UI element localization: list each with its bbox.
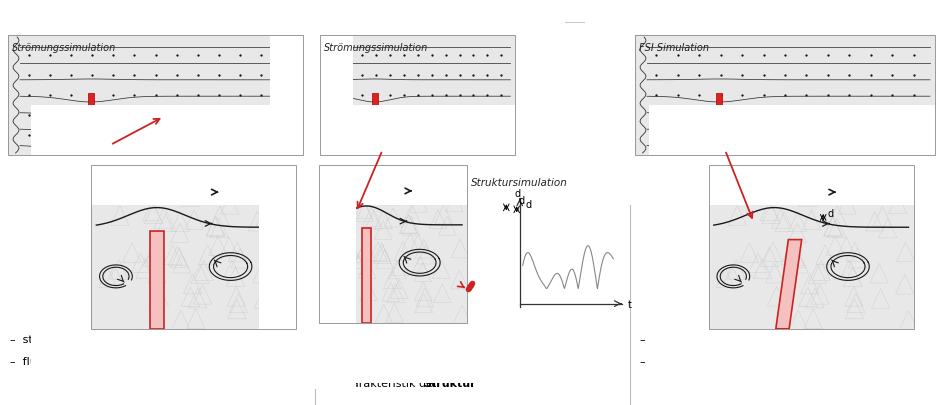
Bar bbox=[92, 165, 295, 329]
Bar bbox=[31, 329, 356, 389]
Text: H: H bbox=[341, 330, 349, 339]
Bar bbox=[320, 35, 514, 155]
Text: t: t bbox=[628, 300, 632, 309]
Bar bbox=[8, 35, 303, 155]
Bar bbox=[92, 165, 295, 329]
Bar bbox=[303, 0, 353, 205]
Bar bbox=[320, 35, 514, 155]
Text: reine Strömungssimulation: reine Strömungssimulation bbox=[64, 5, 251, 19]
Bar bbox=[320, 35, 514, 155]
Text: –  Berücksichtigung der transienten: – Berücksichtigung der transienten bbox=[639, 357, 838, 367]
Polygon shape bbox=[775, 240, 801, 329]
Bar bbox=[320, 35, 514, 155]
Bar bbox=[466, 105, 527, 382]
Bar bbox=[634, 35, 934, 155]
Text: unidirektionale Kopplung: unidirektionale Kopplung bbox=[385, 5, 559, 19]
Text: FSI Simulation: FSI Simulation bbox=[638, 43, 708, 53]
Bar bbox=[471, 192, 510, 308]
Bar bbox=[716, 93, 721, 155]
Bar bbox=[0, 0, 8, 205]
Text: Charakteristik der: Charakteristik der bbox=[337, 379, 441, 389]
Bar bbox=[584, 0, 634, 205]
Bar bbox=[634, 35, 934, 155]
Bar bbox=[634, 35, 934, 155]
Bar bbox=[295, 105, 356, 389]
Bar bbox=[319, 165, 466, 322]
Text: bidirektionale Kopplung: bidirektionale Kopplung bbox=[704, 5, 868, 19]
Text: Struktur: Struktur bbox=[423, 379, 476, 389]
Bar bbox=[150, 230, 163, 329]
Bar bbox=[362, 228, 371, 322]
Text: –  fluktuierende Oberflächenlasten: – fluktuierende Oberflächenlasten bbox=[10, 357, 203, 367]
Text: d: d bbox=[826, 209, 833, 219]
Bar bbox=[259, 105, 527, 165]
Bar bbox=[8, 35, 303, 155]
Text: d: d bbox=[526, 200, 531, 210]
Bar bbox=[0, 0, 353, 35]
Bar bbox=[8, 35, 303, 155]
Bar bbox=[31, 105, 356, 165]
Text: d: d bbox=[514, 189, 520, 199]
Text: H: H bbox=[138, 336, 145, 346]
Bar bbox=[8, 35, 303, 155]
Bar bbox=[8, 35, 303, 155]
Bar bbox=[8, 35, 303, 155]
Bar bbox=[270, 0, 320, 205]
Bar bbox=[634, 35, 934, 155]
Bar bbox=[649, 105, 944, 165]
Bar bbox=[8, 35, 303, 155]
Bar bbox=[320, 35, 514, 155]
Text: –  starrer Rand für Strömung: – starrer Rand für Strömung bbox=[10, 335, 169, 345]
Bar bbox=[8, 35, 303, 155]
Bar bbox=[498, 193, 507, 307]
Text: –  Berücksichtigung der transienten: – Berücksichtigung der transienten bbox=[325, 357, 524, 367]
Bar bbox=[708, 165, 913, 329]
Text: –  starrer Rand für Strömung: – starrer Rand für Strömung bbox=[325, 335, 484, 345]
Text: M: M bbox=[377, 366, 385, 375]
Bar bbox=[708, 165, 913, 329]
Text: Strömungssimulation: Strömungssimulation bbox=[12, 43, 116, 53]
Text: Struktursimulation: Struktursimulation bbox=[470, 178, 566, 188]
Bar bbox=[0, 155, 353, 205]
Bar bbox=[649, 105, 708, 389]
Text: H: H bbox=[754, 336, 762, 346]
Bar bbox=[514, 0, 565, 205]
Bar bbox=[8, 35, 303, 155]
Bar bbox=[913, 105, 944, 389]
Bar bbox=[320, 35, 514, 155]
Bar bbox=[320, 35, 514, 155]
Bar bbox=[320, 35, 514, 155]
Text: M: M bbox=[789, 372, 799, 382]
Bar bbox=[270, 0, 565, 35]
Bar bbox=[584, 155, 944, 205]
Text: M: M bbox=[173, 372, 181, 382]
Text: gekoppelten Systems: gekoppelten Systems bbox=[737, 379, 872, 389]
Bar bbox=[634, 35, 934, 155]
Bar bbox=[31, 105, 92, 389]
Bar bbox=[634, 35, 934, 155]
Bar bbox=[371, 93, 378, 155]
Bar bbox=[634, 35, 934, 155]
Text: Strömungssimulation: Strömungssimulation bbox=[324, 43, 428, 53]
Text: –  bewegter Rand für Strömung: – bewegter Rand für Strömung bbox=[639, 335, 815, 345]
Text: d: d bbox=[517, 196, 524, 207]
Bar bbox=[472, 193, 498, 307]
Bar bbox=[259, 322, 527, 382]
Bar bbox=[319, 165, 466, 322]
Text: Charakteristik des: Charakteristik des bbox=[651, 379, 756, 389]
Bar bbox=[649, 329, 944, 389]
Bar bbox=[634, 35, 934, 155]
Bar bbox=[320, 35, 514, 155]
Bar bbox=[88, 93, 93, 155]
Bar bbox=[259, 105, 319, 382]
Bar bbox=[634, 35, 934, 155]
Bar bbox=[934, 0, 944, 205]
Bar bbox=[584, 0, 944, 35]
Bar bbox=[270, 155, 565, 205]
